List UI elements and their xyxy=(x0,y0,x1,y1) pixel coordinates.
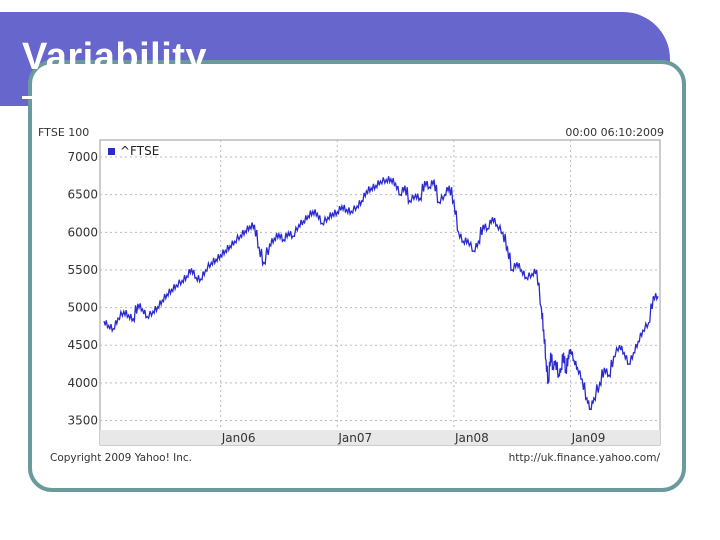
chart-index-label: FTSE 100 xyxy=(38,126,89,139)
x-tick-label-3: Jan09 xyxy=(571,431,606,445)
grid-lines xyxy=(100,140,660,430)
legend-swatch xyxy=(108,148,115,155)
y-tick-label-3: 5000 xyxy=(67,301,98,315)
y-tick-label-2: 4500 xyxy=(67,338,98,352)
y-tick-label-7: 7000 xyxy=(67,150,98,164)
chart-timestamp: 00:00 06:10:2009 xyxy=(565,126,664,139)
legend-label: ^FTSE xyxy=(120,144,159,158)
slide-title: Variability xyxy=(22,36,208,78)
series-line-ftse xyxy=(103,176,659,411)
x-tick-labels: Jan06 Jan07 Jan08 Jan09 xyxy=(221,431,606,445)
y-tick-label-1: 4000 xyxy=(67,376,98,390)
x-tick-label-2: Jan08 xyxy=(454,431,489,445)
ftse-line-chart: FTSE 100 00:00 06:10:2009 3500 4000 4500 50… xyxy=(34,120,668,466)
chart-image: FTSE 100 00:00 06:10:2009 3500 4000 4500 50… xyxy=(34,120,668,466)
chart-source: http://uk.finance.yahoo.com/ xyxy=(509,452,661,464)
chart-background xyxy=(34,120,668,466)
x-tick-label-0: Jan06 xyxy=(221,431,256,445)
chart-copyright: Copyright 2009 Yahoo! Inc. xyxy=(50,452,192,464)
title-underline xyxy=(22,96,636,99)
y-tick-labels: 3500 4000 4500 5000 5500 6000 6500 7000 xyxy=(67,150,98,427)
y-tick-label-0: 3500 xyxy=(67,413,98,427)
y-tick-label-4: 5500 xyxy=(67,263,98,277)
y-tick-label-5: 6000 xyxy=(67,225,98,239)
x-tick-label-1: Jan07 xyxy=(337,431,372,445)
x-axis-band xyxy=(100,430,660,445)
y-tick-label-6: 6500 xyxy=(67,188,98,202)
